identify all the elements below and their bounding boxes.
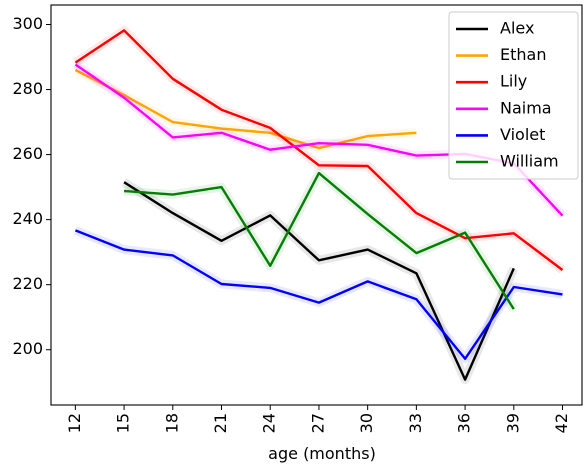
- x-tick-label: 24: [260, 413, 279, 433]
- x-tick-label: 42: [552, 413, 571, 433]
- legend-items: Alex Ethan Lily Naima Violet William: [456, 19, 559, 171]
- series-line-alex: [123, 181, 515, 381]
- y-tick-label: 280: [12, 79, 43, 98]
- plot-frame: [50, 4, 583, 406]
- x-tick-label: 18: [162, 413, 181, 433]
- x-axis: 12 15 18 21 24 27 30 33 36 39 42: [65, 405, 571, 433]
- x-tick-label: 15: [114, 413, 133, 433]
- x-tick-label: 21: [211, 413, 230, 433]
- y-tick-label: 220: [12, 274, 43, 293]
- y-tick-label: 240: [12, 209, 43, 228]
- legend-label-naima: Naima: [500, 98, 552, 117]
- series-line-lily: [74, 29, 564, 271]
- legend-label-william: William: [500, 152, 559, 171]
- y-tick-label: 300: [12, 14, 43, 33]
- x-tick-label: 30: [357, 413, 376, 433]
- series-line-violet: [74, 229, 563, 360]
- y-axis: 200 220 240 260 280 300: [12, 14, 51, 358]
- legend-box: [448, 11, 579, 180]
- legend-label-lily: Lily: [500, 72, 527, 91]
- x-tick-label: 27: [308, 413, 327, 433]
- y-tick-label: 260: [12, 144, 43, 163]
- y-tick-label: 200: [12, 339, 43, 358]
- legend-label-ethan: Ethan: [500, 45, 546, 64]
- x-tick-label: 36: [455, 413, 474, 433]
- legend-label-violet: Violet: [500, 125, 545, 144]
- x-tick-label: 12: [65, 413, 84, 433]
- series-line-ethan: [74, 68, 417, 150]
- legend-label-alex: Alex: [500, 19, 534, 38]
- x-tick-label: 39: [503, 413, 522, 433]
- x-axis-title: age (months): [268, 444, 376, 463]
- x-tick-label: 33: [406, 413, 425, 433]
- legend: Alex Ethan Lily Naima Violet William: [448, 11, 579, 180]
- series-line-william: [124, 171, 515, 310]
